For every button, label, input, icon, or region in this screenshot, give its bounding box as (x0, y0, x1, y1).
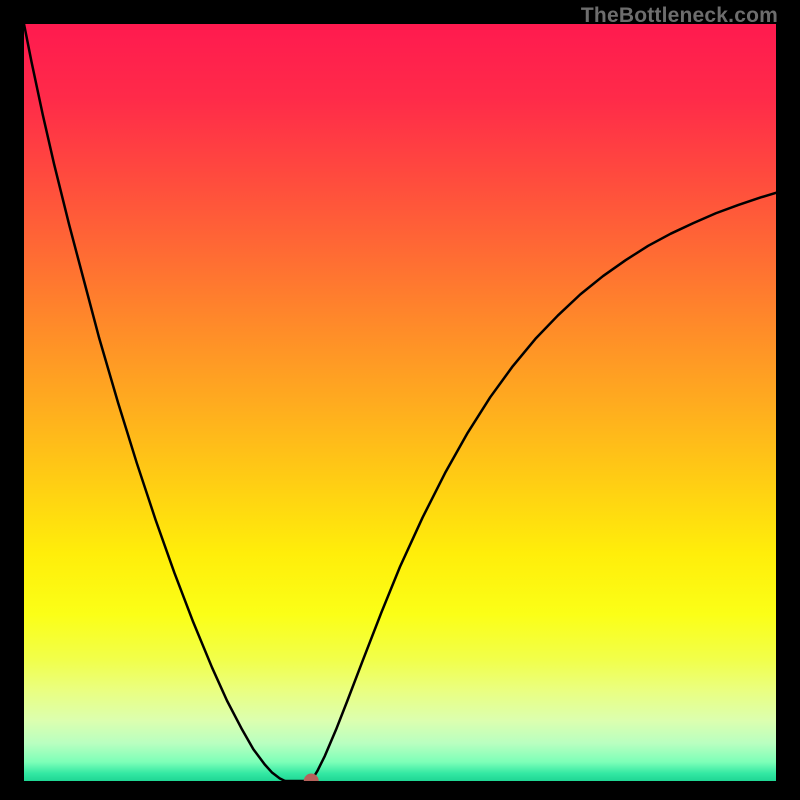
watermark-text: TheBottleneck.com (581, 4, 778, 28)
chart-svg (24, 24, 776, 781)
gradient-background (24, 24, 776, 781)
plot-area (24, 24, 776, 781)
